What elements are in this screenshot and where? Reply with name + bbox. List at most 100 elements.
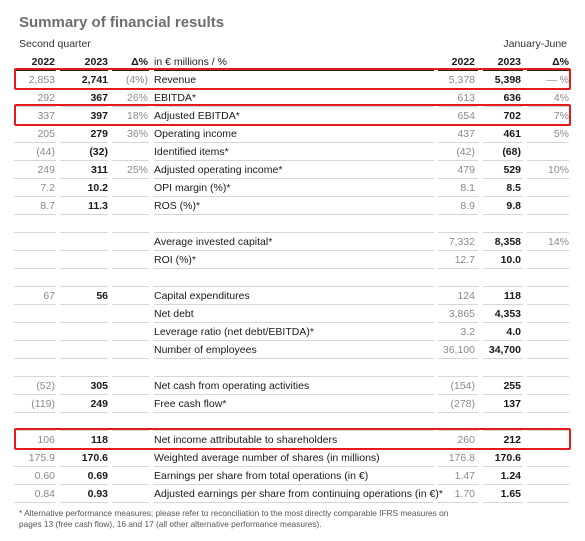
table-row: 2,853 2,741 (4%) Revenue 5,378 5,398 — %	[14, 71, 571, 89]
header-h-2023: 2023	[497, 56, 521, 68]
cell-h-delta	[525, 179, 569, 197]
cell-label: ROS (%)*	[154, 200, 201, 212]
cell-q-2022: 249	[37, 164, 55, 176]
cell-q-2023: 367	[90, 92, 108, 104]
cell-h-2022: 260	[457, 434, 475, 446]
table-row	[14, 269, 571, 287]
cell-q-2023: 0.93	[87, 488, 108, 500]
cell-label: Identified items*	[154, 146, 229, 158]
cell-q-2022: 67	[43, 290, 55, 302]
cell-h-delta: 4%	[553, 92, 569, 104]
cell-h-delta	[525, 323, 569, 341]
cell-h-delta	[525, 467, 569, 485]
header-q-2022: 2022	[31, 56, 55, 68]
cell-label: Net cash from operating activities	[154, 380, 310, 392]
cell-h-2022: 8.1	[460, 182, 475, 194]
cell-label: OPI margin (%)*	[154, 182, 231, 194]
table-row: (119) 249 Free cash flow* (278) 137	[14, 395, 571, 413]
cell-h-2023: 4,353	[494, 308, 521, 320]
cell-h-2023: 5,398	[494, 74, 521, 86]
cell-h-delta	[525, 485, 569, 503]
cell-h-2022: (278)	[450, 398, 475, 410]
cell-h-delta	[525, 287, 569, 305]
cell-q-2023	[60, 341, 108, 359]
cell-label: Number of employees	[154, 344, 257, 356]
cell-q-2023: 10.2	[87, 182, 108, 194]
cell-q-2023: (32)	[89, 146, 108, 158]
cell-h-2022: 12.7	[454, 254, 475, 266]
cell-q-2023: 305	[90, 380, 108, 392]
cell-h-delta	[525, 215, 569, 233]
cell-q-delta	[113, 143, 148, 161]
cell-q-delta	[113, 251, 148, 269]
cell-label: Net debt	[154, 308, 194, 320]
cell-q-2023	[60, 359, 108, 377]
cell-label: Adjusted earnings per share from continu…	[154, 488, 443, 500]
cell-h-2022	[434, 269, 475, 287]
cell-q-2023: 249	[90, 398, 108, 410]
cell-h-2023: 170.6	[494, 452, 521, 464]
table-row: 292 367 26% EBITDA* 613 636 4%	[14, 89, 571, 107]
table-row: 0.84 0.93 Adjusted earnings per share from…	[14, 485, 571, 503]
cell-label	[154, 359, 444, 377]
header-unit-label: in € millions / %	[154, 56, 227, 68]
cell-h-delta	[525, 377, 569, 395]
table-row: 249 311 25% Adjusted operating income* 479 52…	[14, 161, 571, 179]
cell-h-2023: (68)	[502, 146, 521, 158]
cell-h-2023: 461	[503, 128, 521, 140]
cell-q-2022: 175.9	[28, 452, 55, 464]
cell-q-2022	[14, 269, 55, 287]
header-q-2023: 2023	[84, 56, 108, 68]
cell-q-2023: 311	[91, 164, 108, 176]
cell-q-delta	[113, 359, 148, 377]
cell-h-2023: 34,700	[488, 344, 521, 356]
cell-h-2022: 654	[457, 110, 475, 122]
cell-q-delta	[113, 395, 148, 413]
table-row: 205 279 36% Operating income 437 461 5%	[14, 125, 571, 143]
table-row: 0.60 0.69 Earnings per share from total op…	[14, 467, 571, 485]
cell-h-2022: 5,378	[448, 74, 475, 86]
cell-q-2022: 2,853	[28, 74, 55, 86]
cell-h-2022	[434, 359, 475, 377]
cell-q-2023	[60, 269, 108, 287]
cell-q-2022: 337	[37, 110, 55, 122]
cell-h-2023: 1.65	[500, 488, 521, 500]
table-row: 7.2 10.2 OPI margin (%)* 8.1 8.5	[14, 179, 571, 197]
table-row: Number of employees 36,100 34,700	[14, 341, 571, 359]
table-row: 106 118 Net income attributable to shareho…	[14, 431, 571, 449]
cell-h-2022: 479	[457, 164, 475, 176]
cell-h-2023	[480, 359, 521, 377]
cell-h-2022	[434, 413, 475, 431]
cell-label: Adjusted EBITDA*	[154, 110, 240, 122]
table-row: 175.9 170.6 Weighted average number of sha…	[14, 449, 571, 467]
cell-h-delta: 10%	[547, 164, 569, 176]
cell-q-2023	[60, 323, 108, 341]
table-row	[14, 215, 571, 233]
cell-h-2022: (154)	[450, 380, 475, 392]
cell-h-2022: 1.70	[454, 488, 475, 500]
cell-h-2023	[480, 413, 521, 431]
cell-h-delta: — %	[546, 74, 569, 86]
cell-label: ROI (%)*	[154, 254, 196, 266]
cell-h-2023	[480, 269, 521, 287]
cell-h-2023: 1.24	[500, 470, 521, 482]
cell-h-2023: 529	[503, 164, 521, 176]
cell-h-delta	[525, 269, 569, 287]
cell-q-2022: (52)	[36, 380, 55, 392]
cell-h-2022: 613	[457, 92, 475, 104]
cell-label: Capital expenditures	[154, 290, 250, 302]
cell-h-delta	[525, 305, 569, 323]
cell-q-2023	[60, 215, 108, 233]
cell-q-2022: 292	[37, 92, 55, 104]
cell-h-delta	[525, 197, 569, 215]
table-row: Net debt 3,865 4,353	[14, 305, 571, 323]
cell-label: Earnings per share from total operations…	[154, 470, 369, 482]
cell-q-2022	[14, 359, 55, 377]
cell-h-2023: 10.0	[500, 254, 521, 266]
cell-q-delta: 18%	[126, 110, 148, 122]
cell-q-2022: 8.7	[40, 200, 55, 212]
table-row: Average invested capital* 7,332 8,358 14%	[14, 233, 571, 251]
cell-h-2023: 118	[504, 290, 521, 302]
cell-q-2023	[60, 233, 108, 251]
table-row: ROI (%)* 12.7 10.0	[14, 251, 571, 269]
